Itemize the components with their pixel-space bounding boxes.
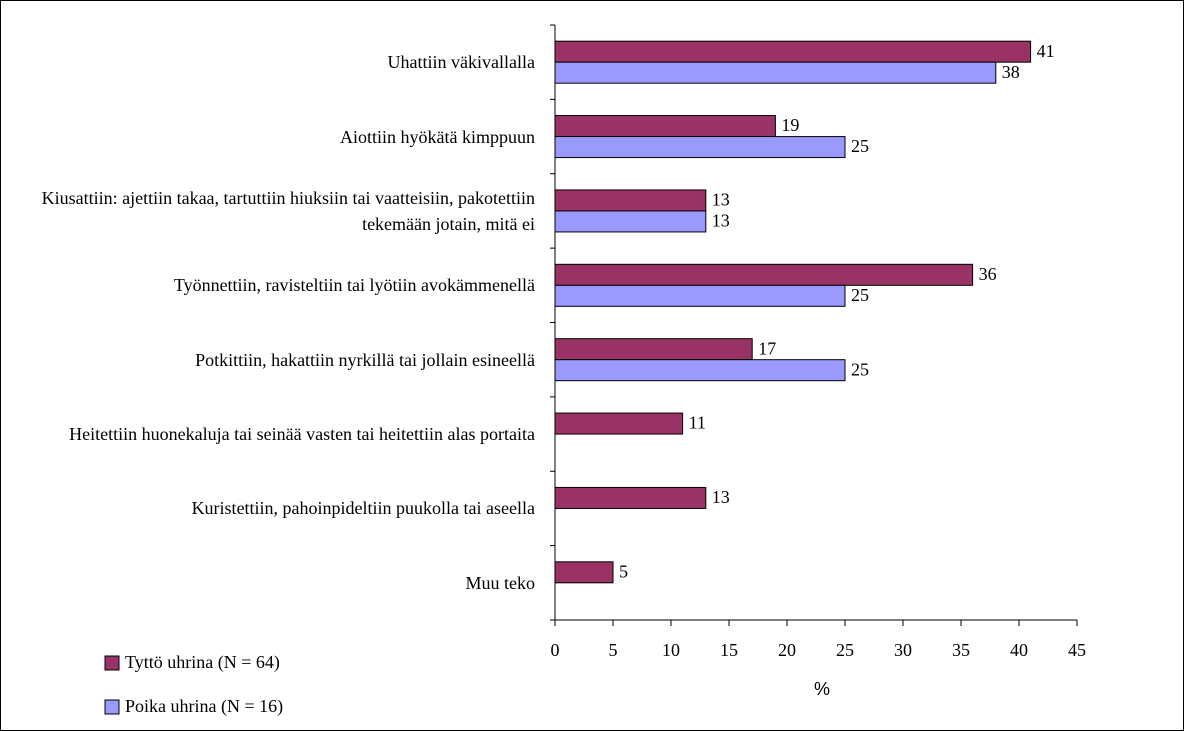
x-tick-label: 35 — [952, 640, 970, 660]
value-label: 25 — [851, 359, 869, 379]
x-tick-label: 25 — [836, 640, 854, 660]
category-label-box: Potkittiin, hakattiin nyrkillä tai jolla… — [10, 323, 535, 397]
legend-label: Tyttö uhrina (N = 64) — [125, 652, 280, 673]
category-label: Potkittiin, hakattiin nyrkillä tai jolla… — [195, 349, 535, 370]
x-tick-label: 40 — [1010, 640, 1028, 660]
value-label: 13 — [712, 211, 730, 231]
category-label-box: Työnnettiin, ravisteltiin tai lyötiin av… — [10, 248, 535, 322]
bar — [554, 486, 707, 509]
value-label: 19 — [781, 115, 799, 135]
bar — [554, 210, 707, 233]
category-label-box: Aiottiin hyökätä kimppuun — [10, 99, 535, 173]
legend-swatch — [104, 655, 120, 671]
category-label-box: Heitettiin huonekaluja tai seinää vasten… — [10, 397, 535, 471]
value-label: 11 — [689, 413, 706, 433]
category-label: Työnnettiin, ravisteltiin tai lyötiin av… — [173, 275, 535, 296]
x-tick-label: 15 — [720, 640, 738, 660]
category-label: Kuristettiin, pahoinpideltiin puukolla t… — [191, 498, 535, 519]
category-label: Muu teko — [465, 572, 536, 593]
bar — [554, 189, 707, 212]
legend-swatch — [104, 699, 120, 715]
bar — [554, 136, 846, 159]
category-label-box: Kuristettiin, pahoinpideltiin puukolla t… — [10, 471, 535, 545]
x-tick-label: 5 — [609, 640, 618, 660]
value-label: 25 — [851, 285, 869, 305]
category-label: Heitettiin huonekaluja tai seinää vasten… — [69, 424, 535, 445]
x-axis-label: % — [814, 679, 830, 699]
value-label: 13 — [712, 190, 730, 210]
bar — [554, 284, 846, 307]
x-tick-label: 20 — [778, 640, 796, 660]
x-tick-label: 10 — [662, 640, 680, 660]
category-label: Kiusattiin: ajettiin takaa, tartuttiin h… — [41, 187, 535, 234]
value-label: 36 — [979, 264, 997, 284]
value-label: 13 — [712, 487, 730, 507]
value-label: 38 — [1002, 62, 1020, 82]
value-label: 5 — [619, 561, 628, 581]
category-label-box: Kiusattiin: ajettiin takaa, tartuttiin h… — [10, 174, 535, 248]
value-label: 41 — [1037, 41, 1055, 61]
bar — [554, 561, 614, 584]
x-tick-label: 45 — [1068, 640, 1086, 660]
value-label: 17 — [758, 338, 776, 358]
category-label: Uhattiin väkivallalla — [387, 52, 535, 73]
bar — [554, 412, 684, 435]
x-tick-label: 0 — [551, 640, 560, 660]
category-label-box: Muu teko — [10, 546, 536, 620]
category-label: Aiottiin hyökätä kimppuun — [340, 126, 535, 147]
bar — [554, 61, 997, 84]
category-label-box: Uhattiin väkivallalla — [10, 25, 535, 99]
bar — [554, 338, 753, 361]
x-tick-label: 30 — [894, 640, 912, 660]
bar — [554, 40, 1032, 63]
bar — [554, 359, 846, 382]
bar — [554, 115, 776, 138]
bar — [554, 263, 974, 286]
legend-label: Poika uhrina (N = 16) — [125, 696, 283, 717]
value-label: 25 — [851, 136, 869, 156]
